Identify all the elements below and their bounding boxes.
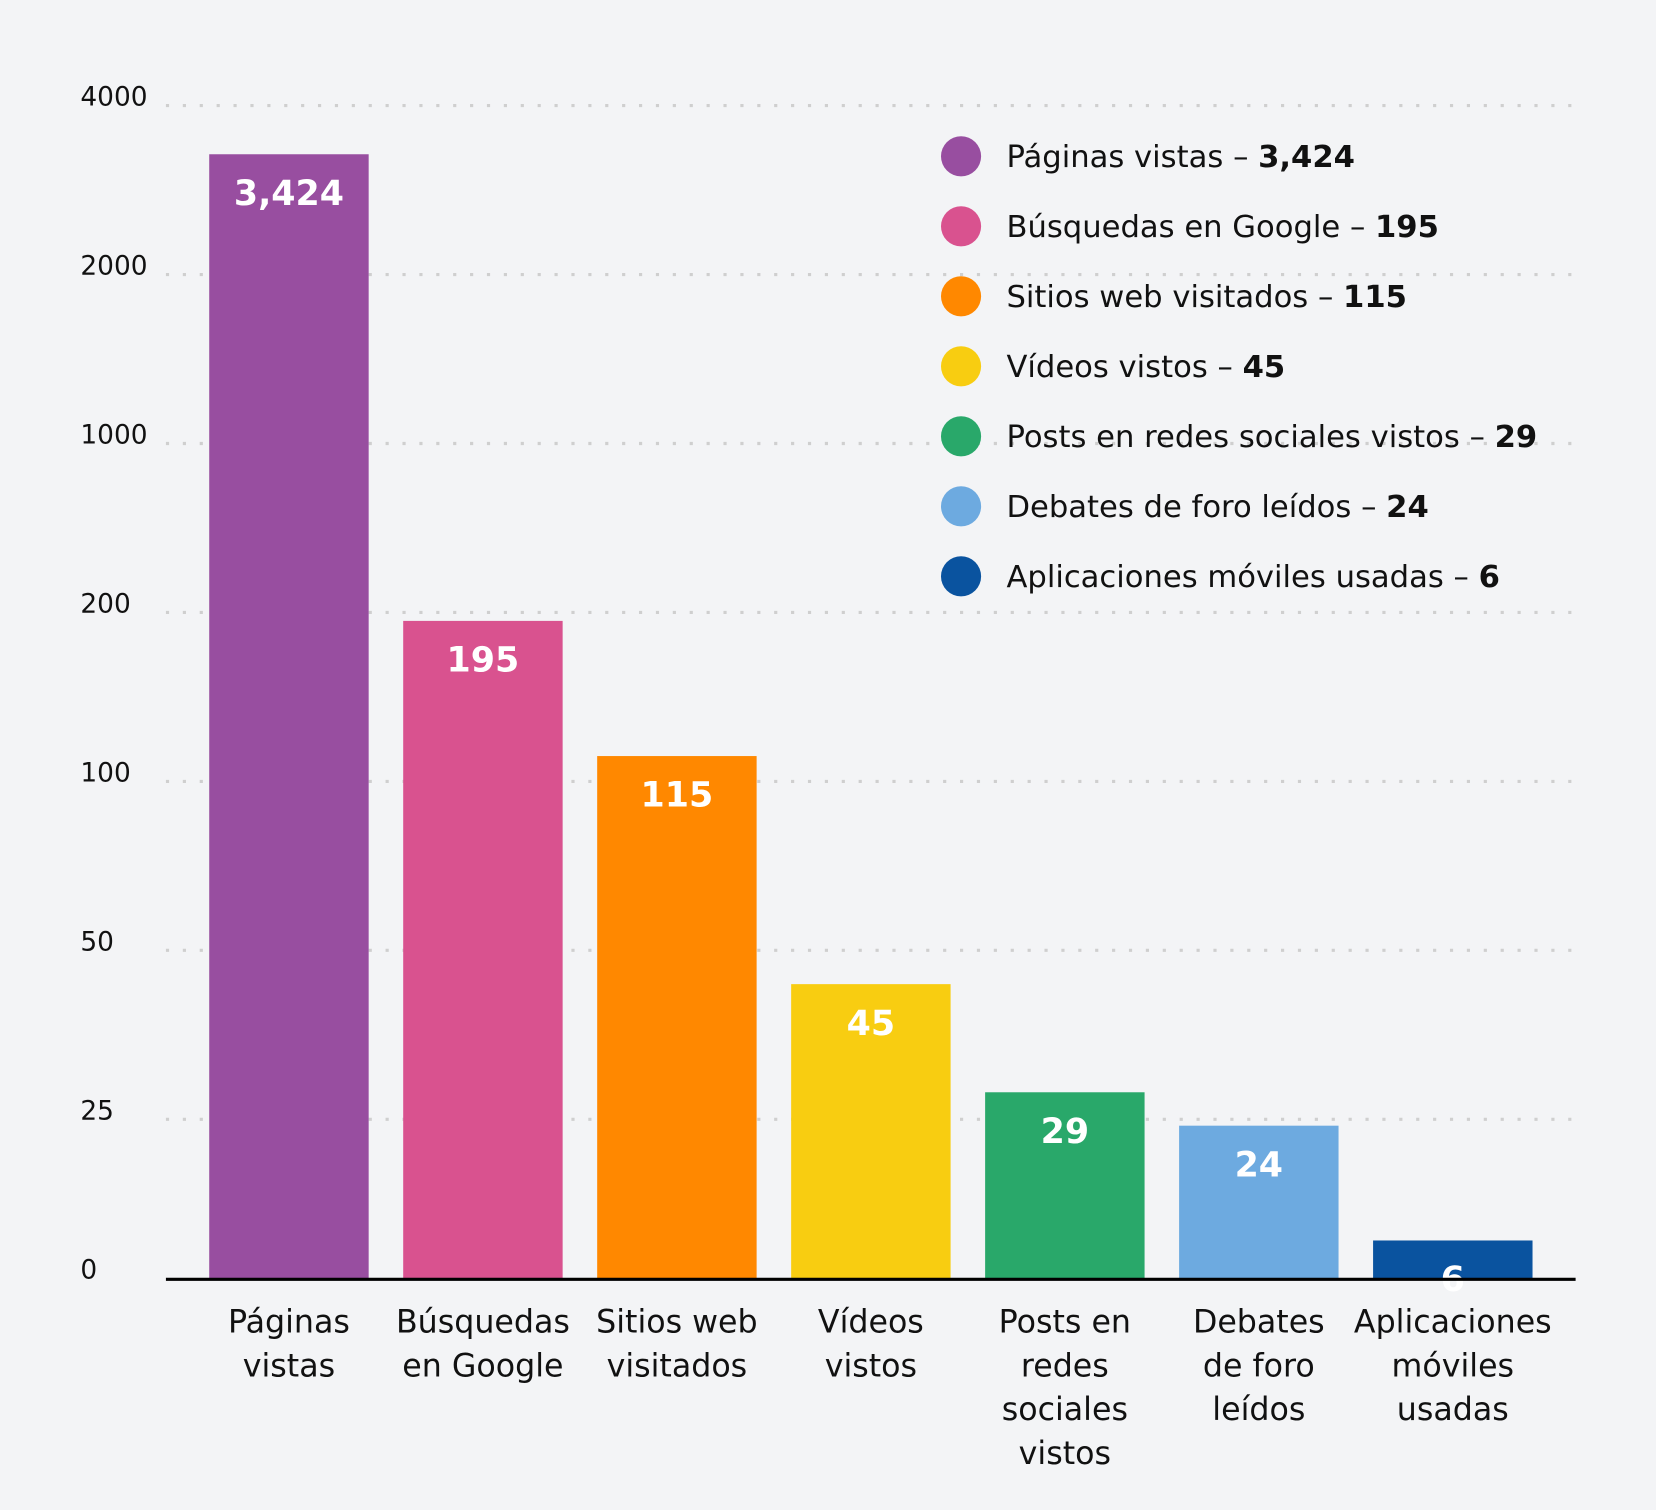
x-tick-label-line: Aplicaciones xyxy=(1354,1305,1552,1341)
legend-swatch xyxy=(940,486,982,527)
x-tick-label-line: móviles xyxy=(1392,1348,1515,1384)
bar xyxy=(985,1092,1145,1279)
x-tick-label: Páginas vistas xyxy=(228,1305,350,1385)
legend-swatch xyxy=(940,556,982,597)
y-tick-label: 50 xyxy=(80,927,114,957)
gridlines xyxy=(165,104,1576,1121)
bars: 3,424 195 115 45 29 24 6 xyxy=(209,154,1533,1300)
y-tick-label: 0 xyxy=(80,1256,97,1286)
bar-value-label: 195 xyxy=(447,641,520,681)
x-tick-label-line: Debates xyxy=(1193,1305,1325,1341)
bar xyxy=(791,984,951,1279)
x-tick-label-line: redes xyxy=(1021,1348,1109,1384)
legend-name: Posts en redes sociales vistos – xyxy=(1006,420,1494,455)
bar-value-label: 3,424 xyxy=(234,174,344,214)
bar xyxy=(1179,1125,1339,1279)
x-axis-labels: Páginas vistas Búsquedas en Google Sitios we… xyxy=(228,1305,1552,1472)
x-tick-label: Sitios web visitados xyxy=(596,1305,757,1385)
legend-label: Búsquedas en Google – 195 xyxy=(1006,210,1438,245)
legend-label: Sitios web visitados – 115 xyxy=(1006,280,1406,315)
legend-swatch xyxy=(940,346,982,387)
bar xyxy=(403,620,563,1279)
y-tick-label: 1000 xyxy=(80,420,147,450)
legend-value: 6 xyxy=(1479,560,1500,595)
legend-name: Sitios web visitados – xyxy=(1006,280,1343,315)
x-tick-label: Debates de foro leídos xyxy=(1193,1305,1325,1429)
legend-name: Vídeos vistos – xyxy=(1006,350,1242,385)
bar-value-label: 115 xyxy=(641,776,714,816)
legend-name: Páginas vistas – xyxy=(1006,140,1258,175)
x-tick-label-line: usadas xyxy=(1397,1392,1509,1428)
legend-item: Aplicaciones móviles usadas – 6 xyxy=(940,556,1500,597)
y-tick-label: 200 xyxy=(80,589,130,619)
bar-value-label: 29 xyxy=(1041,1112,1089,1152)
legend-value: 24 xyxy=(1386,490,1429,525)
x-tick-label-line: vistos xyxy=(825,1348,917,1384)
x-tick-label: Vídeos vistos xyxy=(818,1305,924,1385)
legend-name: Aplicaciones móviles usadas – xyxy=(1006,560,1478,595)
legend-value: 195 xyxy=(1375,210,1439,245)
legend-label: Páginas vistas – 3,424 xyxy=(1006,140,1354,175)
legend-name: Búsquedas en Google – xyxy=(1006,210,1375,245)
x-tick-label-line: de foro xyxy=(1203,1348,1315,1384)
x-tick-label: Posts en redes sociales vistos xyxy=(999,1305,1131,1472)
legend-swatch xyxy=(940,136,982,177)
legend-value: 115 xyxy=(1343,280,1407,315)
y-tick-label: 25 xyxy=(80,1096,114,1126)
x-tick-label-line: visitados xyxy=(607,1348,748,1384)
x-tick-label-line: vistas xyxy=(243,1348,335,1384)
legend-item: Vídeos vistos – 45 xyxy=(940,346,1285,387)
legend-label: Posts en redes sociales vistos – 29 xyxy=(1006,420,1537,455)
y-tick-label: 4000 xyxy=(80,83,147,113)
legend-item: Posts en redes sociales vistos – 29 xyxy=(940,416,1537,457)
legend-swatch xyxy=(940,276,982,317)
x-tick-label: Aplicaciones móviles usadas xyxy=(1354,1305,1552,1429)
x-tick-label-line: Posts en xyxy=(999,1305,1131,1341)
y-tick-label: 100 xyxy=(80,758,130,788)
bar xyxy=(209,154,369,1279)
bar xyxy=(597,756,757,1279)
bar-value-label: 24 xyxy=(1235,1145,1283,1185)
x-tick-label-line: Sitios web xyxy=(596,1305,757,1341)
legend-label: Debates de foro leídos – 24 xyxy=(1006,490,1428,525)
x-tick-label-line: vistos xyxy=(1019,1436,1111,1472)
x-tick-label-line: Páginas xyxy=(228,1305,350,1341)
bar xyxy=(1373,1240,1533,1279)
x-tick-label-line: Vídeos xyxy=(818,1305,924,1341)
x-tick-label-line: Búsquedas xyxy=(396,1305,570,1341)
x-tick-label-line: en Google xyxy=(402,1348,563,1384)
legend-item: Debates de foro leídos – 24 xyxy=(940,486,1429,527)
legend-swatch xyxy=(940,206,982,247)
x-tick-label-line: leídos xyxy=(1212,1392,1305,1428)
y-axis-ticks: 0 25 50 100 200 1000 2000 4000 xyxy=(80,83,147,1286)
legend-value: 29 xyxy=(1495,420,1538,455)
legend-item: Búsquedas en Google – 195 xyxy=(940,206,1439,247)
legend-item: Sitios web visitados – 115 xyxy=(940,276,1407,317)
legend-value: 45 xyxy=(1243,350,1286,385)
legend-swatch xyxy=(940,416,982,457)
legend-name: Debates de foro leídos – xyxy=(1006,490,1386,525)
y-tick-label: 2000 xyxy=(80,252,147,282)
legend-label: Aplicaciones móviles usadas – 6 xyxy=(1006,560,1499,595)
legend-label: Vídeos vistos – 45 xyxy=(1006,350,1285,385)
bar-value-label: 45 xyxy=(847,1004,895,1044)
legend-item: Páginas vistas – 3,424 xyxy=(940,136,1355,177)
x-tick-label-line: sociales xyxy=(1002,1392,1128,1428)
legend-value: 3,424 xyxy=(1258,140,1355,175)
x-tick-label: Búsquedas en Google xyxy=(396,1305,570,1385)
legend: Páginas vistas – 3,424 Búsquedas en Googl… xyxy=(940,136,1537,597)
